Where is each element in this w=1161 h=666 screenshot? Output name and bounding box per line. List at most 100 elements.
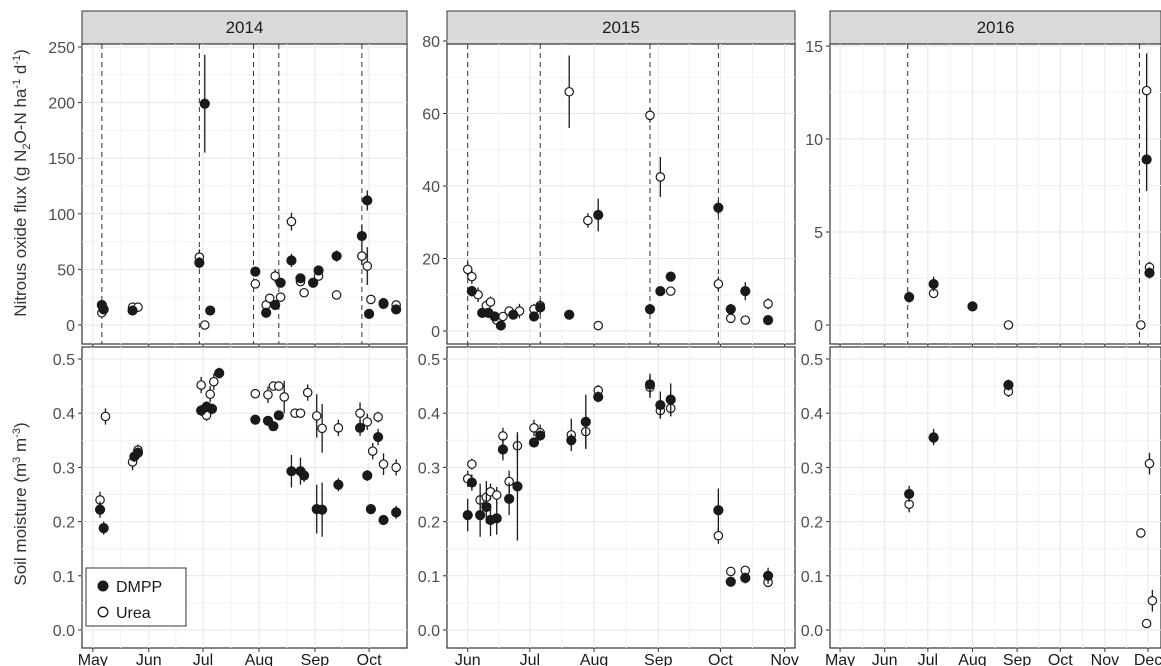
y-tick-label: 0.5 — [418, 352, 440, 369]
x-tick-label: Aug — [245, 652, 273, 666]
legend: DMPP Urea — [85, 567, 187, 627]
x-tick-label: Jul — [193, 652, 213, 666]
y-tick-label: 40 — [422, 179, 440, 196]
plot-frame — [829, 43, 1161, 345]
point-dmpp — [566, 435, 577, 446]
point-urea — [331, 290, 342, 300]
point-dmpp — [504, 493, 515, 504]
point-dmpp — [356, 230, 367, 242]
point-dmpp — [535, 430, 546, 441]
point-urea — [205, 389, 215, 400]
point-urea — [713, 279, 724, 289]
point-urea — [1144, 458, 1155, 469]
point-urea — [1147, 595, 1158, 606]
point-urea — [1136, 320, 1146, 330]
facet-panels: 20140501001502002500.00.10.20.30.40.5May… — [48, 10, 1161, 666]
x-tick-label: May — [825, 652, 855, 666]
point-urea — [196, 380, 206, 390]
point-dmpp — [331, 250, 342, 262]
x-tick-label: Oct — [708, 652, 733, 666]
point-dmpp — [365, 504, 376, 515]
point-urea — [355, 408, 365, 418]
point-dmpp — [475, 509, 486, 521]
point-dmpp — [298, 470, 310, 481]
y-axis-label-soil-moisture: Soil moisture (m3 m-3) — [11, 422, 30, 585]
point-urea — [593, 320, 604, 331]
point-dmpp — [466, 477, 477, 488]
point-urea — [366, 294, 376, 305]
y-tick-label: 0.4 — [53, 406, 75, 423]
point-dmpp — [564, 309, 575, 320]
point-urea — [263, 389, 273, 400]
facet-title: 2015 — [602, 18, 640, 37]
y-tick-label: 5 — [814, 225, 823, 242]
panel-2016: 2016 0 5 10 15 0.0 0.1 0.2 0.3 0.4 0.5 May Jun Jul Aug… — [801, 10, 1161, 666]
sm-plot-area: 0.0 0.1 0.2 0.3 0.4 0.5 May Jun Jul Aug Sep Oct Nov D… — [801, 346, 1161, 666]
point-dmpp — [275, 277, 286, 288]
y-tick-label: 0.4 — [418, 406, 440, 423]
point-dmpp — [508, 309, 519, 320]
point-dmpp — [362, 470, 373, 481]
y-tick-label: 50 — [57, 262, 75, 279]
point-dmpp — [132, 447, 144, 458]
point-urea — [491, 490, 502, 500]
x-tick-label: Jul — [520, 652, 540, 666]
y-tick-label: 200 — [48, 96, 75, 113]
y-tick-label: 0.2 — [418, 515, 440, 532]
point-dmpp — [273, 410, 284, 421]
point-dmpp — [928, 278, 939, 290]
point-dmpp — [491, 513, 502, 524]
point-dmpp — [363, 308, 375, 319]
x-tick-label: Oct — [357, 652, 382, 666]
point-dmpp — [1144, 267, 1155, 279]
point-urea — [274, 381, 284, 391]
point-urea — [264, 293, 275, 304]
legend-label: Urea — [116, 605, 151, 622]
point-urea — [665, 286, 676, 296]
point-dmpp — [295, 273, 306, 284]
point-dmpp — [333, 479, 344, 490]
y-tick-label: 0.5 — [801, 352, 823, 369]
point-dmpp — [497, 444, 509, 455]
y-tick-label: 10 — [805, 132, 823, 149]
point-dmpp — [268, 421, 279, 432]
point-urea — [740, 315, 751, 325]
x-tick-label: Jun — [455, 652, 481, 666]
point-dmpp — [904, 488, 915, 500]
y-tick-label: 0.1 — [801, 569, 823, 586]
point-dmpp — [270, 299, 281, 311]
x-tick-label: Oct — [1048, 652, 1073, 666]
point-dmpp — [644, 379, 656, 390]
point-dmpp — [528, 437, 540, 448]
facet-strip — [829, 10, 1161, 45]
point-urea — [209, 376, 219, 387]
point-urea — [367, 446, 378, 456]
n2o-plot-area: 0 50 100 150 200 250 — [48, 40, 408, 348]
sm-plot-area: 0.0 0.1 0.2 0.3 0.4 0.5 Jun Jul Aug Sep Oct Nov — [418, 346, 799, 666]
point-dmpp — [655, 399, 666, 411]
point-urea — [295, 408, 306, 418]
point-dmpp — [713, 505, 724, 516]
point-dmpp — [462, 509, 473, 521]
point-dmpp — [967, 301, 978, 312]
point-dmpp — [1141, 154, 1152, 165]
y-tick-label: 0.0 — [418, 623, 440, 640]
x-tick-label: Aug — [958, 652, 986, 666]
point-urea — [725, 566, 736, 577]
point-urea — [100, 411, 111, 422]
x-tick-label: Nov — [1091, 652, 1119, 666]
point-dmpp — [261, 307, 272, 318]
x-tick-label: Nov — [770, 652, 798, 666]
panel-2014: 2014 0 50 100 150 200 250 0.0 0.1 0.2 0.3 0.4 0.5 May… — [48, 10, 408, 666]
legend-marker-dmpp — [97, 580, 109, 592]
point-dmpp — [655, 286, 666, 297]
x-tick-label: Jun — [136, 652, 162, 666]
x-tick-label: Sep — [1003, 652, 1032, 666]
point-urea — [279, 392, 290, 402]
point-urea — [317, 423, 327, 434]
point-dmpp — [665, 271, 676, 282]
point-dmpp — [512, 481, 523, 492]
y-tick-label: 100 — [48, 207, 75, 224]
y-tick-label: 20 — [422, 252, 440, 269]
